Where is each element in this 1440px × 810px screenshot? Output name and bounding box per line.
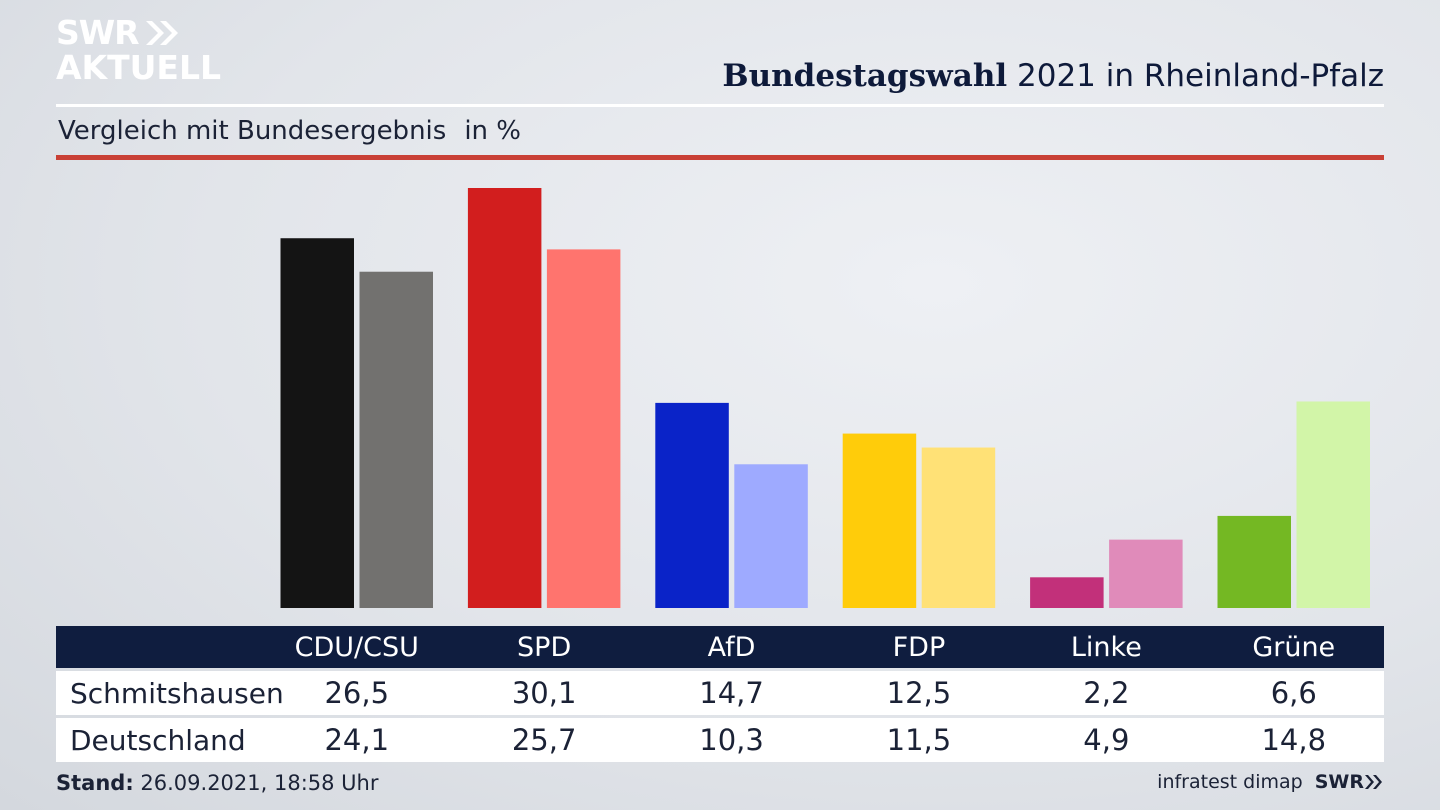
swr-footer-text: SWR bbox=[1314, 771, 1364, 793]
header-divider bbox=[56, 104, 1384, 107]
table-header: CDU/CSU SPD AfD FDP Linke Grüne bbox=[56, 626, 1384, 668]
unit-label: in % bbox=[464, 116, 521, 146]
bar-linke-deutschland bbox=[1109, 539, 1183, 608]
value-label-afd-schmitshausen: 14,7 bbox=[699, 676, 764, 710]
bar-cdu-csu-schmitshausen bbox=[280, 238, 354, 609]
subtitle-text: Vergleich mit Bundesergebnis bbox=[58, 116, 447, 146]
value-label-gr-ne-deutschland: 14,8 bbox=[1261, 723, 1327, 757]
bar-spd-schmitshausen bbox=[467, 188, 542, 608]
source-credit: infratest dimap SWR bbox=[1157, 771, 1384, 793]
page-title: Bundestagswahl 2021 in Rheinland-Pfalz bbox=[722, 58, 1384, 94]
table-row: Deutschland 24,1 25,7 10,3 11,5 4,9 14,8 bbox=[56, 718, 1384, 762]
logo-line1: SWR bbox=[56, 13, 140, 52]
column-header-cdu-csu: CDU/CSU bbox=[294, 631, 419, 663]
table-row: Schmitshausen 26,5 30,1 14,7 12,5 2,2 6,6 bbox=[56, 671, 1384, 715]
column-header-fdp: FDP bbox=[892, 631, 946, 663]
bar-afd-deutschland bbox=[734, 464, 808, 608]
bar-afd-schmitshausen bbox=[655, 402, 729, 608]
value-label-linke-deutschland: 4,9 bbox=[1083, 723, 1130, 757]
value-label-cdu-csu-deutschland: 24,1 bbox=[324, 723, 390, 757]
chevrons-small-icon bbox=[1365, 775, 1382, 789]
bar-fdp-schmitshausen bbox=[842, 433, 917, 608]
column-header-gr-ne: Grüne bbox=[1252, 631, 1336, 663]
bar-linke-schmitshausen bbox=[1030, 577, 1104, 608]
source-text: infratest dimap bbox=[1157, 771, 1303, 793]
results-table: CDU/CSU SPD AfD FDP Linke Grüne Schmitshausen… bbox=[56, 626, 1384, 762]
value-label-cdu-csu-schmitshausen: 26,5 bbox=[324, 676, 390, 710]
column-header-afd: AfD bbox=[707, 631, 756, 663]
column-header-spd: SPD bbox=[517, 631, 572, 663]
value-label-linke-schmitshausen: 2,2 bbox=[1083, 676, 1130, 710]
value-label-spd-deutschland: 25,7 bbox=[511, 723, 577, 757]
bar-spd-deutschland bbox=[546, 249, 621, 608]
bar-gr-ne-schmitshausen bbox=[1217, 515, 1291, 608]
logo-line2: AKTUELL bbox=[56, 48, 222, 87]
bar-fdp-deutschland bbox=[921, 447, 996, 608]
row-label: Schmitshausen bbox=[70, 676, 284, 710]
swr-footer-logo: SWR bbox=[1315, 771, 1384, 793]
title-bold: Bundestagswahl bbox=[722, 58, 1008, 94]
chevrons-icon bbox=[143, 19, 181, 47]
value-label-fdp-schmitshausen: 12,5 bbox=[886, 676, 952, 710]
swr-aktuell-logo: SWR AKTUELL bbox=[56, 16, 221, 84]
value-label-fdp-deutschland: 11,5 bbox=[886, 723, 952, 757]
bar-chart bbox=[280, 188, 1370, 609]
value-label-afd-deutschland: 10,3 bbox=[699, 723, 764, 757]
bar-cdu-csu-deutschland bbox=[359, 271, 433, 608]
timestamp: Stand: 26.09.2021, 18:58 Uhr bbox=[56, 771, 379, 795]
accent-rule bbox=[56, 155, 1384, 160]
stand-value: 26.09.2021, 18:58 Uhr bbox=[133, 771, 379, 795]
subtitle: Vergleich mit Bundesergebnis in % bbox=[58, 116, 521, 146]
stand-label: Stand: bbox=[56, 771, 134, 795]
value-label-spd-schmitshausen: 30,1 bbox=[511, 676, 577, 710]
row-label: Deutschland bbox=[70, 723, 246, 757]
column-header-linke: Linke bbox=[1070, 631, 1142, 663]
bar-gr-ne-deutschland bbox=[1296, 401, 1370, 608]
value-label-gr-ne-schmitshausen: 6,6 bbox=[1270, 676, 1317, 710]
title-rest: 2021 in Rheinland-Pfalz bbox=[1007, 58, 1384, 94]
